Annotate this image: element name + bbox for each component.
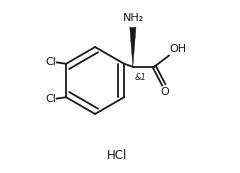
Polygon shape	[130, 27, 136, 67]
Text: HCl: HCl	[106, 149, 127, 162]
Text: O: O	[160, 87, 169, 97]
Text: &1: &1	[134, 73, 146, 82]
Text: Cl: Cl	[45, 57, 56, 67]
Text: NH₂: NH₂	[123, 13, 144, 23]
Text: Cl: Cl	[45, 94, 56, 104]
Text: OH: OH	[170, 44, 187, 54]
